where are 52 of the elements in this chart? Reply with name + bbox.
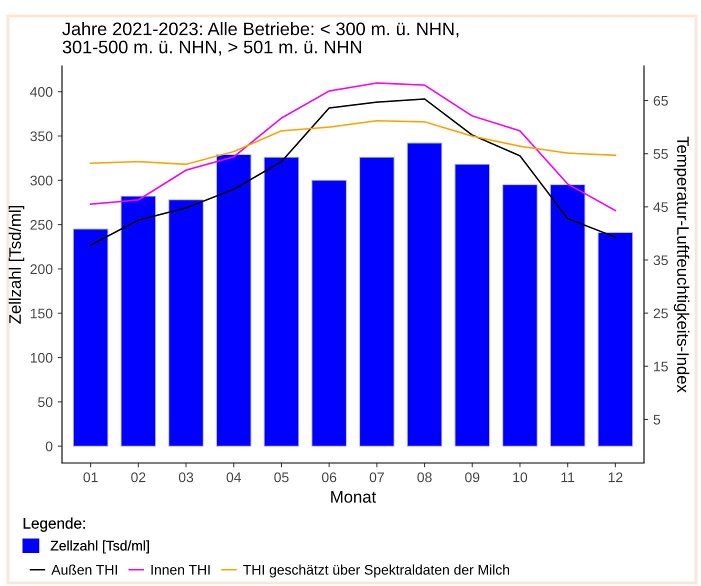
bar	[168, 199, 204, 447]
y-tick-label: 200	[30, 264, 52, 274]
x-tick-label: 05	[274, 472, 289, 482]
x-tick-label: 06	[322, 472, 336, 482]
x-axis-title: Monat	[331, 491, 376, 503]
legend-title: Legende:	[24, 518, 85, 532]
bar	[359, 156, 394, 447]
x-tick-label: 11	[562, 472, 574, 482]
bar	[598, 232, 633, 447]
legend-label: Zellzahl [Tsd/ml]	[50, 540, 149, 554]
y-tick-label: 300	[30, 176, 52, 186]
bar	[550, 184, 586, 447]
x-tick-label: 12	[608, 472, 622, 482]
y-tick-label: 150	[30, 308, 52, 318]
bar	[264, 156, 300, 447]
legend-label: Außen THI	[51, 564, 117, 575]
x-tick-label: 09	[465, 472, 480, 482]
y2-axis-title: Temperatur-Luftfeuchtigkeits-Index	[674, 136, 690, 393]
y-tick-label: 100	[30, 352, 52, 363]
y-axis-title: Zellzahl [Tsd/ml]	[8, 206, 24, 324]
x-tick-label: 03	[178, 472, 194, 482]
y2-tick-label: 55	[654, 149, 668, 159]
legend-label: Innen THI	[151, 565, 210, 575]
y-tick-label: 50	[38, 397, 52, 408]
y2-tick-label: 15	[654, 362, 668, 372]
y2-tick-label: 65	[654, 96, 668, 106]
y-tick-label: 350	[30, 131, 52, 142]
line-series	[90, 98, 616, 246]
y2-tick-label: 25	[654, 308, 668, 318]
line-series	[90, 120, 616, 166]
y2-tick-label: 5	[654, 414, 660, 425]
x-tick-label: 01	[83, 472, 98, 482]
bar	[312, 180, 347, 447]
bar	[73, 228, 108, 447]
bar	[406, 142, 442, 447]
bar	[216, 154, 252, 447]
y-tick-label: 0	[46, 441, 52, 452]
x-tick-label: 08	[417, 472, 432, 482]
x-tick-label: 07	[370, 472, 384, 482]
y-tick-label: 250	[30, 220, 52, 230]
x-tick-label: 04	[226, 472, 242, 482]
y-tick-label: 400	[30, 87, 52, 97]
line-series	[90, 82, 616, 212]
bar	[502, 184, 538, 447]
bar	[454, 164, 490, 447]
y2-tick-label: 35	[654, 255, 668, 266]
bar	[120, 196, 156, 447]
chart-title: Jahre 2021-2023: Alle Betriebe: < 300 m. ü. NHN, 301-500 m. ü. NHN, > 501 m. ü. NHN	[62, 22, 458, 56]
x-tick-label: 10	[513, 472, 528, 482]
legend-label: THI geschätzt über Spektraldaten der Milch	[243, 564, 510, 578]
x-tick-label: 02	[131, 472, 146, 482]
y2-tick-label: 45	[653, 202, 668, 212]
